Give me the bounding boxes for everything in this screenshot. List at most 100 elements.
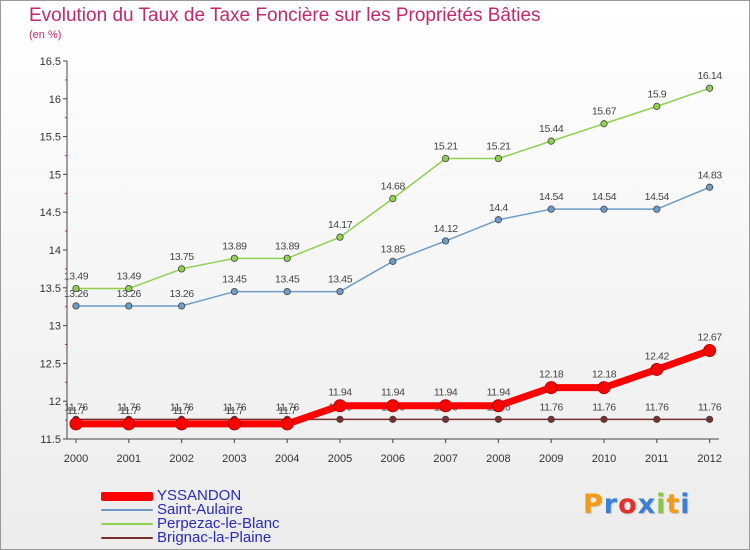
data-point-perpezac-le-blanc <box>441 154 450 163</box>
data-label-saint-aulaire: 13.85 <box>381 243 406 255</box>
legend-item: Brignac-la-Plaine <box>101 529 361 546</box>
legend-label: Brignac-la-Plaine <box>157 529 272 546</box>
data-label-saint-aulaire: 14.83 <box>697 169 722 181</box>
data-label-saint-aulaire: 14.54 <box>645 191 670 203</box>
data-point-saint-aulaire <box>705 183 714 191</box>
data-label-brignac-la-plaine: 11.76 <box>223 401 247 413</box>
legend-item: Perpezac-le-Blanc <box>101 515 361 532</box>
data-label-yssandon: 11.7 <box>173 405 192 417</box>
data-label-yssandon: 12.18 <box>539 369 564 381</box>
data-point-saint-aulaire <box>178 302 186 310</box>
data-point-saint-aulaire <box>230 287 238 296</box>
data-label-perpezac-le-blanc: 15.44 <box>539 123 564 135</box>
data-label-perpezac-le-blanc: 13.49 <box>117 271 142 283</box>
x-tick-label: 2008 <box>486 453 510 465</box>
data-label-brignac-la-plaine: 11.76 <box>117 401 141 413</box>
data-label-perpezac-le-blanc: 15.21 <box>486 141 511 153</box>
legend-label: YSSANDON <box>157 487 242 504</box>
x-tick-label: 2011 <box>645 453 669 465</box>
data-point-perpezac-le-blanc <box>494 154 502 163</box>
y-tick-label: 14.5 <box>40 207 61 219</box>
data-label-perpezac-le-blanc: 15.67 <box>592 106 617 118</box>
data-label-yssandon: 11.94 <box>381 387 405 399</box>
data-point-brignac-la-plaine <box>494 415 502 423</box>
data-label-perpezac-le-blanc: 13.49 <box>64 271 89 283</box>
data-label-yssandon: 11.94 <box>328 387 352 399</box>
data-point-perpezac-le-blanc <box>653 102 661 110</box>
data-point-perpezac-le-blanc <box>178 265 186 273</box>
data-point-brignac-la-plaine <box>705 415 714 423</box>
data-point-perpezac-le-blanc <box>125 284 133 293</box>
data-label-perpezac-le-blanc: 14.17 <box>328 219 353 231</box>
x-tick-label: 2012 <box>697 453 721 465</box>
data-label-saint-aulaire: 13.26 <box>64 288 89 300</box>
legend-item: YSSANDON <box>101 487 361 504</box>
data-label-yssandon: 12.42 <box>645 350 670 362</box>
legend-swatch <box>101 509 153 511</box>
y-tick-label: 15.5 <box>40 132 61 144</box>
x-tick-label: 2006 <box>381 453 405 465</box>
data-label-yssandon: 11.7 <box>67 405 86 417</box>
y-tick-label: 13.5 <box>40 283 61 295</box>
data-point-saint-aulaire <box>547 205 555 213</box>
data-point-yssandon <box>386 399 400 413</box>
legend-item: Saint-Aulaire <box>101 501 361 518</box>
data-label-perpezac-le-blanc: 15.21 <box>433 141 458 153</box>
data-point-brignac-la-plaine <box>600 415 608 423</box>
data-point-saint-aulaire <box>441 237 450 245</box>
y-tick-label: 12 <box>49 396 61 408</box>
data-label-saint-aulaire: 13.26 <box>169 288 194 300</box>
data-point-perpezac-le-blanc <box>283 254 291 262</box>
data-point-saint-aulaire <box>389 257 397 265</box>
data-point-perpezac-le-blanc <box>72 284 80 293</box>
data-label-yssandon: 11.7 <box>225 405 244 417</box>
x-tick-label: 2007 <box>433 453 457 465</box>
data-point-perpezac-le-blanc <box>600 120 608 128</box>
data-point-yssandon <box>597 381 611 395</box>
data-point-yssandon <box>491 399 505 413</box>
y-tick-label: 14 <box>49 245 61 257</box>
x-tick-label: 2003 <box>222 453 246 465</box>
data-label-yssandon: 11.94 <box>434 387 458 399</box>
data-label-saint-aulaire: 14.54 <box>592 191 617 203</box>
data-label-perpezac-le-blanc: 16.14 <box>697 70 722 82</box>
legend-swatch <box>101 523 153 525</box>
data-label-perpezac-le-blanc: 13.89 <box>275 240 300 252</box>
data-point-brignac-la-plaine <box>336 415 344 423</box>
data-label-yssandon: 11.7 <box>120 405 139 417</box>
data-point-perpezac-le-blanc <box>389 194 397 203</box>
data-label-saint-aulaire: 13.26 <box>117 288 142 300</box>
y-tick-label: 11.5 <box>40 434 61 446</box>
data-label-perpezac-le-blanc: 14.68 <box>381 181 406 193</box>
x-tick-label: 2004 <box>275 453 299 465</box>
data-point-perpezac-le-blanc <box>336 233 344 241</box>
legend-label: Saint-Aulaire <box>157 501 243 518</box>
x-tick-label: 2005 <box>328 453 352 465</box>
x-tick-label: 2000 <box>64 453 88 465</box>
data-label-saint-aulaire: 14.12 <box>433 223 458 235</box>
data-label-brignac-la-plaine: 11.76 <box>645 401 669 413</box>
data-point-saint-aulaire <box>336 287 344 296</box>
data-point-yssandon <box>650 362 664 376</box>
data-point-brignac-la-plaine <box>653 415 661 423</box>
data-point-brignac-la-plaine <box>441 415 450 423</box>
data-point-brignac-la-plaine <box>547 415 555 423</box>
data-label-perpezac-le-blanc: 13.75 <box>169 251 194 263</box>
logo-letter: x <box>637 489 657 520</box>
data-point-yssandon <box>333 399 347 413</box>
chart-legend: YSSANDON Saint-Aulaire Perpezac-le-Blanc Br… <box>101 487 361 546</box>
logo-letter: P <box>583 489 604 520</box>
data-label-perpezac-le-blanc: 13.89 <box>222 240 247 252</box>
data-label-brignac-la-plaine: 11.76 <box>275 401 299 413</box>
data-label-brignac-la-plaine: 11.76 <box>539 401 563 413</box>
data-label-saint-aulaire: 13.45 <box>222 274 247 286</box>
data-point-yssandon <box>69 417 83 431</box>
legend-label: Perpezac-le-Blanc <box>157 515 280 532</box>
legend-swatch <box>101 537 153 539</box>
data-label-saint-aulaire: 14.4 <box>489 202 508 214</box>
x-tick-label: 2010 <box>592 453 616 465</box>
x-tick-label: 2001 <box>117 453 141 465</box>
data-point-saint-aulaire <box>72 302 80 310</box>
logo-letter: t <box>666 489 681 520</box>
